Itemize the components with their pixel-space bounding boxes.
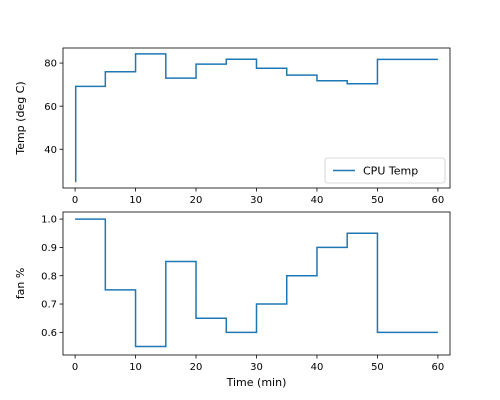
y-axis-label: fan % bbox=[14, 268, 27, 300]
x-tick-label: 60 bbox=[432, 195, 445, 206]
x-tick-label: 10 bbox=[129, 362, 142, 373]
x-tick-label: 60 bbox=[432, 362, 445, 373]
y-tick-label: 40 bbox=[44, 145, 57, 156]
x-tick-label: 0 bbox=[72, 362, 78, 373]
y-axis-label: Temp (deg C) bbox=[14, 81, 27, 155]
y-tick-label: 60 bbox=[44, 102, 57, 113]
x-tick-label: 0 bbox=[72, 195, 78, 206]
x-tick-label: 20 bbox=[190, 362, 203, 373]
series-line bbox=[74, 53, 438, 183]
x-tick-label: 30 bbox=[250, 362, 263, 373]
y-tick-label: 0.8 bbox=[41, 271, 57, 282]
fan-panel: 0 10 20 30 40 50 60 0.6 0.7 0.8 0.9 1.0 fan % Time (m… bbox=[14, 211, 451, 389]
legend: CPU Temp bbox=[324, 157, 446, 184]
plot-frame bbox=[62, 211, 451, 356]
x-tick-label: 50 bbox=[371, 362, 384, 373]
legend-box bbox=[324, 157, 446, 184]
x-tick-label: 50 bbox=[371, 195, 384, 206]
x-tick-label: 30 bbox=[250, 195, 263, 206]
legend-label: CPU Temp bbox=[363, 165, 418, 178]
x-tick-label: 40 bbox=[311, 195, 324, 206]
y-tick-label: 0.6 bbox=[41, 328, 57, 339]
y-tick-label: 1.0 bbox=[41, 215, 57, 226]
x-tick-label: 20 bbox=[190, 195, 203, 206]
temperature-panel: 0 10 20 30 40 50 60 40 60 80 Temp (deg C) CPU Temp bbox=[14, 47, 451, 206]
x-tick-label: 40 bbox=[311, 362, 324, 373]
x-tick-label: 10 bbox=[129, 195, 142, 206]
y-tick-label: 0.9 bbox=[41, 243, 57, 254]
x-axis-label: Time (min) bbox=[226, 376, 287, 389]
y-tick-label: 80 bbox=[44, 59, 57, 70]
series-line bbox=[75, 218, 438, 348]
y-tick-label: 0.7 bbox=[41, 300, 57, 311]
